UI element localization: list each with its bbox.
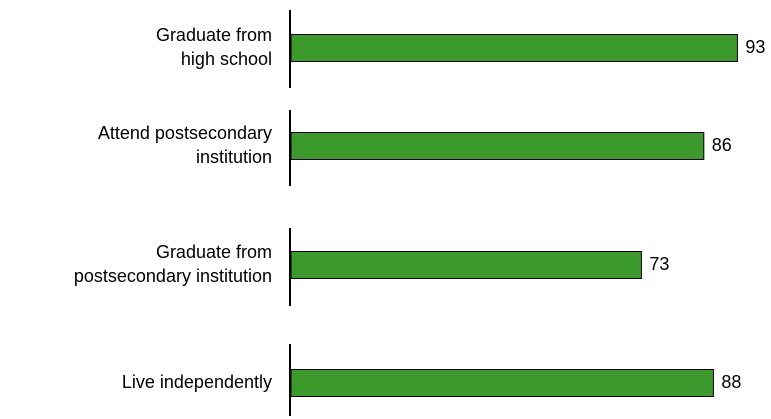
- value-label: 88: [721, 372, 741, 392]
- bar: [290, 132, 705, 160]
- category-label: high school: [181, 49, 272, 69]
- category-label: Live independently: [122, 372, 272, 392]
- category-label: Attend postsecondary: [98, 123, 272, 143]
- value-label: 73: [649, 254, 669, 274]
- bar: [290, 251, 642, 279]
- value-label: 86: [712, 135, 732, 155]
- category-label: Graduate from: [156, 25, 272, 45]
- category-label: institution: [196, 147, 272, 167]
- category-label: postsecondary institution: [74, 266, 272, 286]
- category-label: Graduate from: [156, 242, 272, 262]
- bar: [290, 369, 714, 397]
- bar: [290, 34, 738, 62]
- value-label: 93: [745, 37, 765, 57]
